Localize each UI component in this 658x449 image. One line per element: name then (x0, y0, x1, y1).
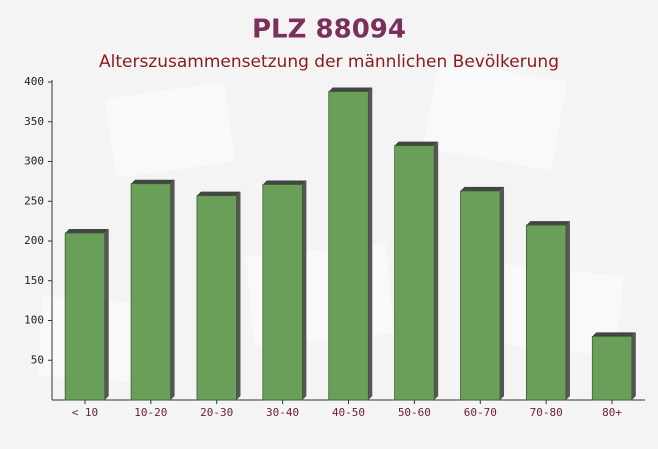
bar-top (526, 221, 570, 226)
x-tick-label: 30-40 (266, 406, 299, 419)
x-tick-label: 60-70 (464, 406, 497, 419)
bar (460, 190, 501, 401)
y-tick-label: 150 (24, 274, 44, 287)
y-tick-label: 250 (24, 194, 44, 207)
bar-side (434, 141, 439, 400)
bar-side (104, 229, 109, 400)
x-tick-label: 40-50 (332, 406, 365, 419)
y-tick-label: 200 (24, 234, 44, 247)
y-tick-label: 400 (24, 75, 44, 88)
x-tick-label: 80+ (602, 406, 622, 419)
bar-side (500, 186, 505, 400)
bar-side (302, 180, 307, 400)
bar (394, 145, 435, 401)
bar-top (460, 186, 505, 191)
bar-top (65, 229, 109, 234)
bar (526, 224, 567, 401)
bar (262, 184, 303, 401)
bar-side (170, 179, 175, 400)
x-tick-label: < 10 (72, 406, 99, 419)
bar-top (394, 141, 439, 146)
bar (64, 232, 106, 401)
x-tick-label: 70-80 (530, 406, 563, 419)
bar (130, 183, 171, 401)
x-tick-label: 50-60 (398, 406, 431, 419)
y-tick-label: 50 (31, 353, 44, 366)
chart-title: PLZ 88094 (252, 15, 406, 45)
bar-side (368, 87, 373, 400)
bar-top (131, 179, 175, 184)
x-tick-label: 10-20 (134, 406, 167, 419)
bar (328, 91, 369, 401)
bar-top (592, 332, 636, 337)
bar-top (328, 87, 373, 92)
bar (196, 195, 237, 401)
bar-top (196, 191, 241, 196)
bar-side (236, 191, 241, 400)
bar-side (631, 332, 636, 400)
bar-top (262, 180, 307, 185)
y-tick-label: 300 (24, 155, 44, 168)
bar-side (565, 221, 570, 400)
x-tick-label: 20-30 (200, 406, 233, 419)
chart-subtitle: Alterszusammensetzung der männlichen Bev… (99, 52, 559, 72)
y-tick-label: 100 (24, 314, 44, 327)
y-tick-label: 350 (24, 115, 44, 128)
bar (591, 335, 633, 401)
